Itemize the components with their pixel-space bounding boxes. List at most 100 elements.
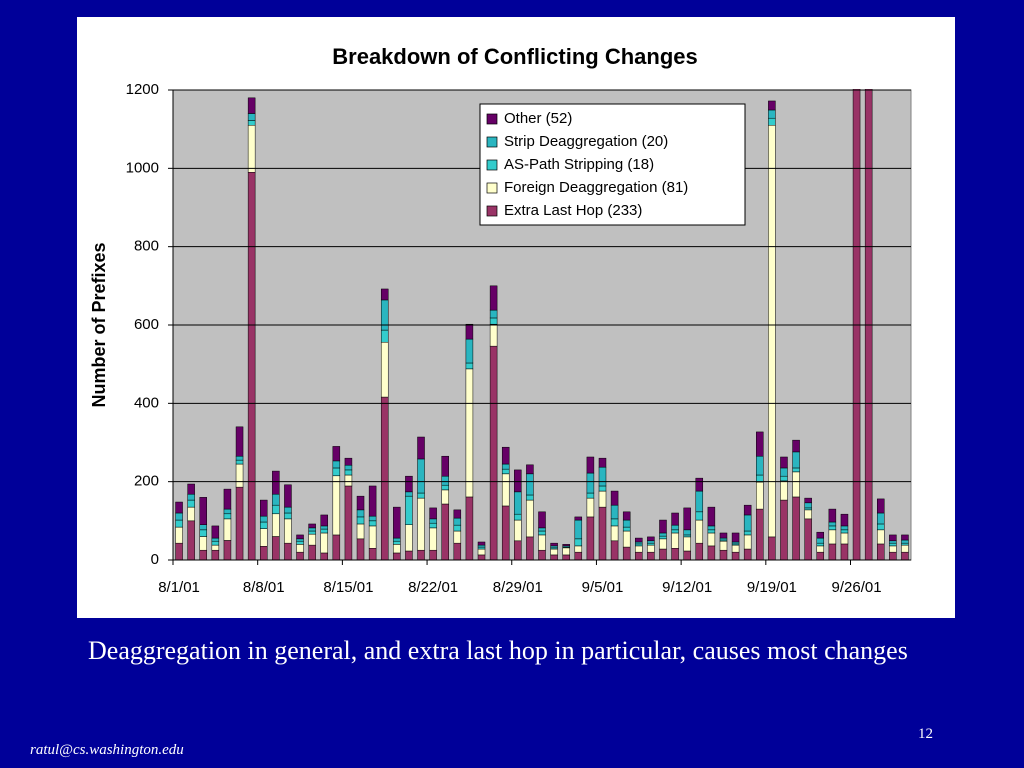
bar-segment [610, 490, 619, 506]
bar-segment [622, 530, 631, 548]
bar-segment [247, 97, 256, 114]
bar-segment [586, 456, 595, 474]
bar-segment [477, 554, 486, 561]
legend-label: Other (52) [504, 110, 572, 127]
legend-label: Strip Deaggregation (20) [504, 133, 668, 150]
bar-segment [647, 542, 655, 546]
bar-segment [598, 490, 607, 508]
bar-segment [211, 525, 220, 539]
bar-segment [731, 532, 740, 543]
bar-segment [453, 509, 462, 519]
bar-segment [247, 125, 256, 173]
bar-segment [441, 503, 449, 561]
bar-segment [453, 517, 462, 526]
bar-segment [659, 519, 667, 534]
x-tick-label: 9/12/01 [662, 579, 712, 596]
bar-segment [889, 545, 897, 553]
bar-segment [840, 529, 849, 534]
bar-segment [804, 507, 812, 511]
bar-segment [308, 527, 316, 532]
legend-label: AS-Path Stripping (18) [504, 156, 654, 173]
bar-segment [417, 458, 425, 494]
bar-segment [816, 531, 825, 539]
bar-segment [489, 345, 498, 561]
y-tick-label: 200 [134, 473, 159, 490]
bar-segment [901, 544, 909, 553]
bar-segment [792, 439, 800, 453]
bar-segment [175, 519, 183, 528]
bar-segment [840, 525, 849, 531]
bar-segment [538, 527, 546, 532]
bar-segment [756, 431, 764, 457]
bar-segment [356, 495, 365, 511]
bar-segment [320, 525, 328, 530]
bar-segment [308, 530, 316, 535]
bar-segment [368, 548, 377, 561]
bar-segment [441, 489, 449, 505]
bar-segment [804, 509, 812, 520]
x-tick-label: 9/26/01 [832, 579, 882, 596]
bar-segment [199, 536, 207, 551]
y-tick-label: 800 [134, 238, 159, 255]
bar-segment [284, 484, 292, 508]
bar-segment [743, 530, 752, 536]
bar-segment [296, 538, 304, 542]
bar-segment [514, 491, 522, 515]
bar-segment [671, 532, 679, 549]
bar-segment [368, 515, 377, 522]
bar-segment [332, 446, 341, 462]
bar-segment [816, 537, 825, 544]
bar-segment [768, 125, 776, 538]
bar-segment [719, 549, 728, 561]
bar-segment [828, 525, 837, 531]
bar-segment [756, 508, 764, 561]
bar-segment [308, 544, 316, 561]
bar-segment [695, 542, 704, 561]
bar-segment [622, 546, 631, 561]
bar-segment [610, 518, 619, 527]
bar-segment [332, 475, 341, 536]
bar-segment [272, 513, 280, 537]
bar-segment [671, 524, 679, 531]
bar-segment [429, 507, 437, 520]
bar-segment [284, 518, 292, 544]
legend-label: Extra Last Hop (233) [504, 202, 642, 219]
bar-segment [622, 511, 631, 521]
bar-segment [877, 529, 885, 545]
bar-segment [405, 524, 413, 552]
x-tick-label: 8/8/01 [243, 579, 285, 596]
bar-segment [259, 515, 268, 523]
bar-segment [429, 518, 437, 524]
bar-segment [296, 544, 304, 553]
x-tick-label: 8/22/01 [408, 579, 458, 596]
x-tick-label: 9/19/01 [747, 579, 797, 596]
footer: ratul@cs.washington.edu [30, 742, 184, 758]
bar-segment [501, 473, 510, 507]
bar-segment [320, 528, 328, 534]
bar-segment [901, 534, 909, 541]
bar-segment [526, 499, 534, 538]
bar-segment [272, 493, 280, 506]
bar-segment [889, 551, 897, 561]
bar-segment [840, 532, 849, 545]
bar-segment [635, 537, 643, 543]
bar-segment [877, 523, 885, 531]
bar-segment [768, 109, 776, 119]
bar-segment [671, 512, 679, 526]
bar-segment [344, 457, 353, 466]
bar-segment [187, 520, 195, 561]
bar-segment [272, 536, 280, 561]
bar-segment [889, 534, 897, 542]
bar-segment [453, 530, 462, 544]
bar-segment [223, 508, 232, 515]
bar-segment [671, 548, 679, 561]
bar-segment [877, 498, 885, 514]
y-tick-label: 0 [151, 551, 159, 568]
bar-segment [804, 518, 812, 561]
bar-segment [598, 506, 607, 561]
legend-swatch [486, 205, 498, 217]
bar-segment [780, 499, 788, 561]
bar-segment [828, 529, 837, 545]
bar-segment [792, 467, 800, 473]
bar-segment [235, 455, 244, 461]
